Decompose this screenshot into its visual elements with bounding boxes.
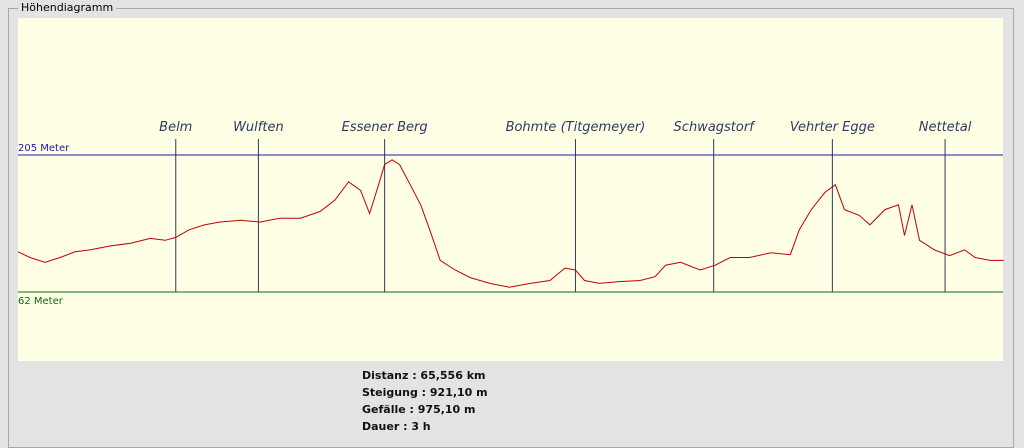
chart: Belm Wulften Essener Berg Bohmte (Titgemeye…: [17, 18, 1004, 361]
waypoint-label: Vehrter Egge: [790, 120, 875, 135]
stats: Distanz : 65,556 km Steigung : 921,10 m Ge…: [362, 367, 488, 435]
group-box-title: Höhendiagramm: [18, 1, 117, 14]
stat-line: Gefälle : 975,10 m: [362, 403, 476, 416]
elevation-line: [17, 159, 1004, 288]
waypoint-label: Essener Berg: [342, 120, 428, 135]
reference-label: 62 Meter: [18, 296, 64, 307]
waypoint-label: Wulften: [233, 120, 284, 135]
plot-area: [18, 18, 1003, 361]
reference-label: 205 Meter: [18, 143, 70, 154]
window: Höhendiagramm Belm Wulften Essener Berg Boh…: [8, 1, 1014, 448]
stat-line: Dauer : 3 h: [362, 420, 431, 433]
waypoint-label: Belm: [159, 120, 192, 135]
stat-line: Distanz : 65,556 km: [362, 369, 486, 382]
waypoint-label: Schwagstorf: [674, 120, 757, 135]
waypoint-label: Bohmte (Titgemeyer): [506, 120, 646, 135]
waypoint-label: Nettetal: [919, 120, 972, 135]
stat-line: Steigung : 921,10 m: [362, 386, 488, 399]
